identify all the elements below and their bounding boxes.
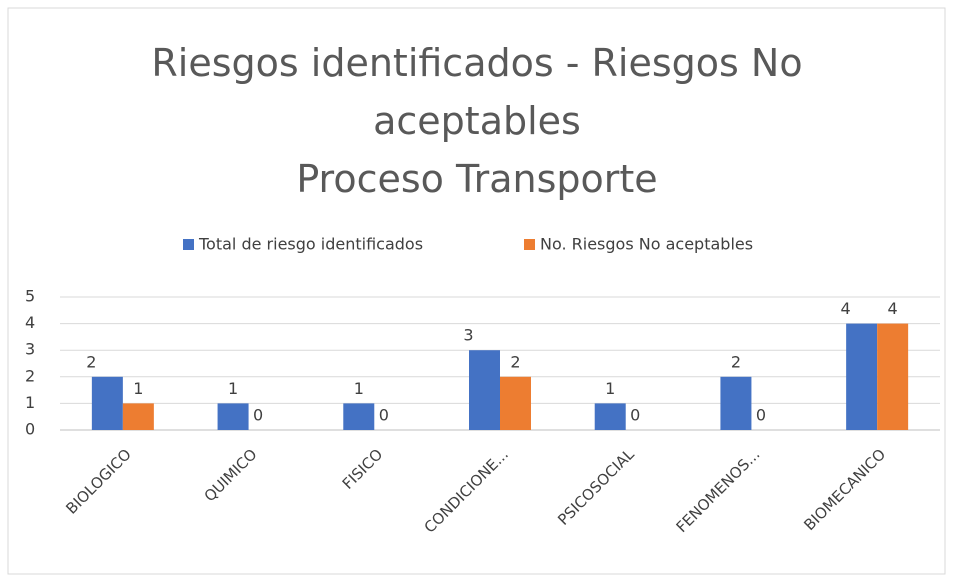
data-label: 0 (379, 406, 389, 425)
legend-swatch (524, 239, 535, 250)
bar (500, 376, 531, 430)
data-label: 2 (731, 352, 741, 371)
data-label: 0 (756, 406, 766, 425)
bar (91, 376, 123, 430)
legend-label: Total de riesgo identificados (198, 235, 423, 254)
bar (877, 323, 909, 430)
data-label: 1 (354, 379, 364, 398)
y-tick-label: 1 (25, 393, 35, 412)
data-label: 0 (253, 406, 263, 425)
data-label: 3 (463, 326, 473, 345)
bar (594, 403, 626, 430)
data-label: 1 (228, 379, 238, 398)
chart-border (7, 7, 946, 575)
y-tick-label: 4 (25, 313, 35, 332)
bar (343, 403, 375, 430)
y-tick-label: 2 (25, 366, 35, 385)
legend-swatch (183, 239, 194, 250)
data-label: 0 (630, 406, 640, 425)
data-label: 1 (133, 379, 143, 398)
data-label: 4 (841, 299, 851, 318)
data-label: 2 (86, 352, 96, 371)
legend-label: No. Riesgos No aceptables (540, 235, 753, 254)
bar (122, 403, 154, 430)
y-tick-label: 5 (25, 287, 35, 306)
bar (469, 350, 500, 430)
chart-title: Riesgos identificados - Riesgos No acept… (151, 41, 803, 143)
bar (846, 323, 878, 430)
chart-subtitle: Proceso Transporte (296, 157, 658, 201)
y-tick-label: 3 (25, 340, 35, 359)
data-label: 4 (888, 299, 898, 318)
bar (217, 403, 249, 430)
bar (720, 376, 752, 430)
data-label: 1 (605, 379, 615, 398)
y-tick-label: 0 (25, 420, 35, 439)
data-label: 2 (510, 352, 520, 371)
